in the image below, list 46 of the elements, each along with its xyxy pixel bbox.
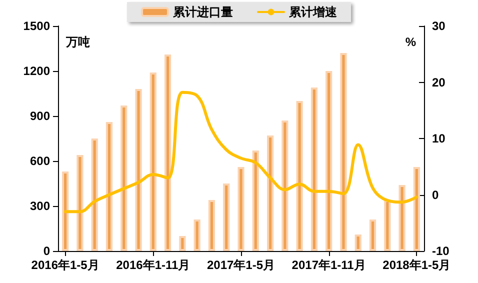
bar <box>296 101 303 251</box>
y-tick-label: 900 <box>30 109 50 123</box>
y-axis-title: 万吨 <box>65 35 90 49</box>
bar <box>179 236 186 251</box>
y-tick-label: 1200 <box>23 64 50 78</box>
y2-tick-label: 10 <box>432 132 446 146</box>
legend-label: 累计增速 <box>288 5 338 19</box>
bar <box>223 184 230 251</box>
bar <box>208 200 216 251</box>
y-tick-label: 300 <box>30 199 50 213</box>
bar <box>91 138 98 251</box>
bar <box>76 155 84 251</box>
bar <box>310 88 318 251</box>
y-tick-label: 1500 <box>23 19 50 33</box>
bar <box>252 150 259 251</box>
bar <box>384 200 391 251</box>
x-tick-label: 2016年1-5月 <box>31 258 100 272</box>
bar <box>326 71 332 251</box>
legend-label: 累计进口量 <box>172 5 233 19</box>
y-tick-label: 600 <box>30 154 50 168</box>
y2-tick-label: 30 <box>432 19 446 33</box>
bar <box>164 54 172 251</box>
x-tick-label: 2017年1-11月 <box>292 258 366 272</box>
bar <box>369 220 376 251</box>
y2-tick-label: 0 <box>432 188 439 202</box>
bar <box>282 120 288 251</box>
y2-tick-label: -10 <box>432 244 450 258</box>
bar <box>62 172 69 251</box>
bar <box>194 220 200 251</box>
x-tick-label: 2017年1-5月 <box>206 258 276 272</box>
bar <box>398 185 406 251</box>
bar <box>354 234 362 251</box>
bar <box>120 106 128 251</box>
y2-axis-title: % <box>405 35 416 49</box>
bar <box>413 167 420 251</box>
y-tick-label: 0 <box>43 244 50 258</box>
bar <box>266 136 274 251</box>
x-tick-label: 2018年1-5月 <box>382 258 451 272</box>
bar <box>150 72 156 251</box>
y2-tick-label: 20 <box>432 75 446 90</box>
x-tick-label: 2016年1-11月 <box>116 258 190 272</box>
bar <box>106 122 113 251</box>
bar <box>238 167 244 251</box>
bar <box>340 53 347 251</box>
line-series <box>64 90 418 214</box>
bar <box>135 89 142 251</box>
